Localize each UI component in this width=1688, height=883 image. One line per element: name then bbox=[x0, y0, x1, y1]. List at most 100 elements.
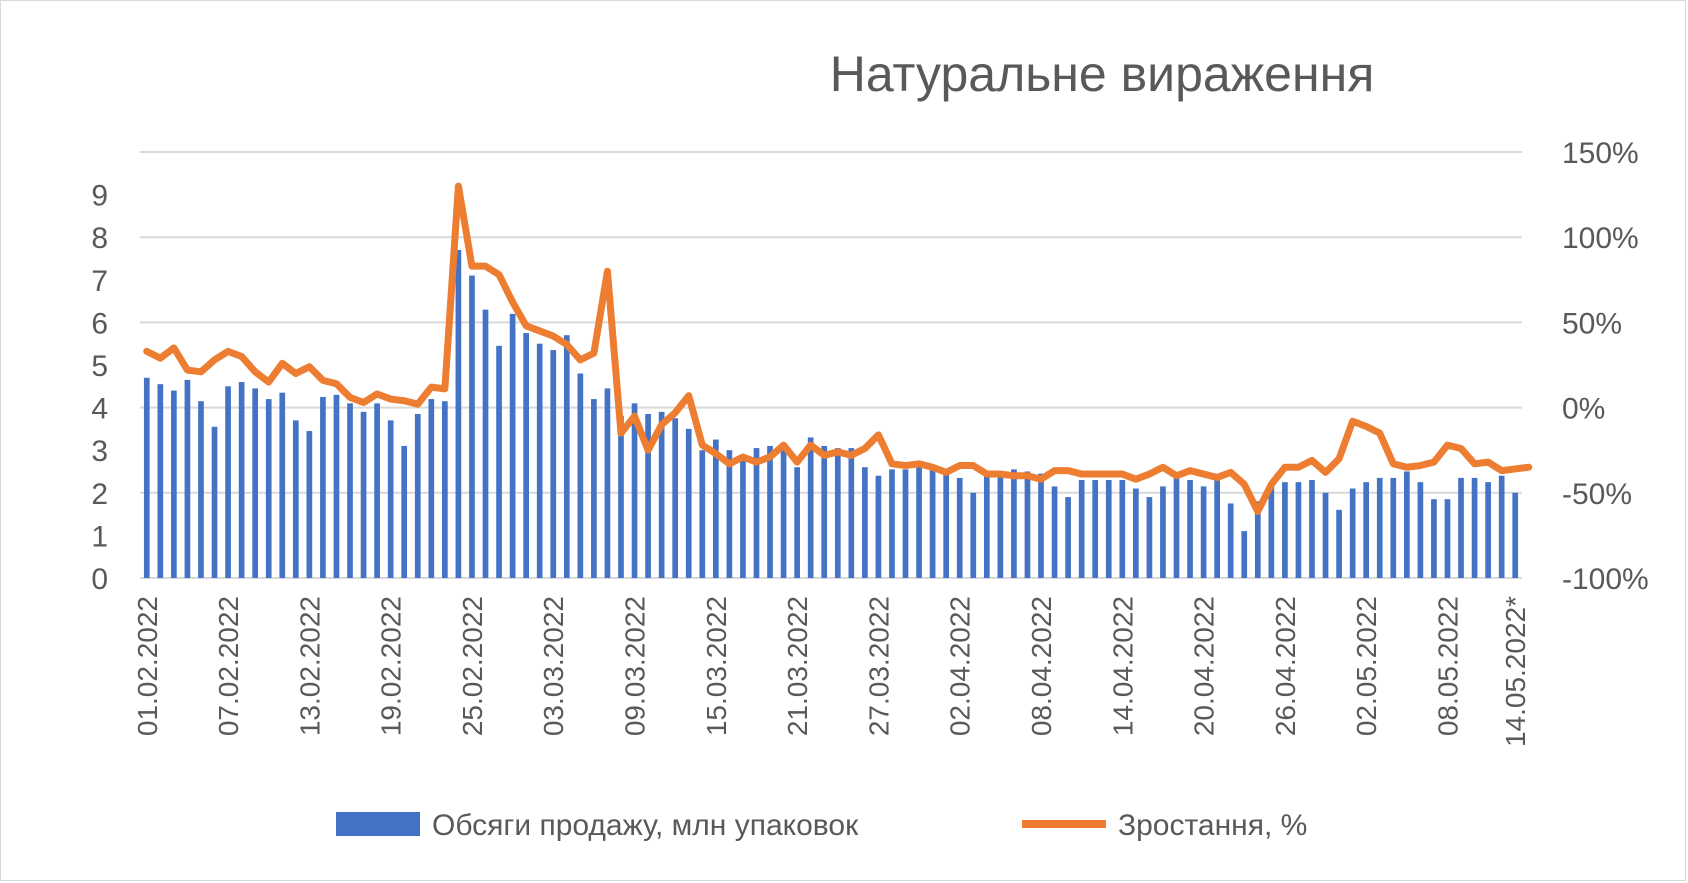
bar bbox=[374, 403, 380, 578]
x-axis-ticks: 01.02.2022 07.02.2022 13.02.2022 19.02.2022… bbox=[132, 596, 1531, 747]
bar bbox=[1268, 482, 1275, 578]
bar bbox=[902, 469, 909, 578]
bar bbox=[360, 411, 367, 578]
bar bbox=[469, 275, 475, 578]
legend-label-line: Зростання, % bbox=[1118, 809, 1307, 842]
x-tick-label: 02.05.2022 bbox=[1351, 596, 1382, 736]
bar bbox=[347, 403, 353, 578]
left-tick-label: 7 bbox=[91, 265, 108, 298]
bar bbox=[821, 445, 828, 578]
bar bbox=[834, 448, 841, 578]
x-tick-label: 26.04.2022 bbox=[1270, 596, 1301, 736]
bar bbox=[279, 392, 286, 578]
bar bbox=[1498, 475, 1505, 578]
bar bbox=[198, 401, 204, 578]
bar bbox=[1471, 477, 1478, 578]
bar bbox=[1254, 501, 1261, 578]
x-tick-label: 21.03.2022 bbox=[782, 596, 813, 736]
bar bbox=[1390, 477, 1397, 578]
legend: Обсяги продажу, млн упаковок Зростання, … bbox=[336, 809, 1307, 842]
bar bbox=[726, 450, 733, 578]
left-tick-label: 5 bbox=[91, 350, 108, 383]
growth-line bbox=[143, 182, 1533, 516]
bar bbox=[157, 384, 164, 578]
bar bbox=[1485, 482, 1491, 578]
bar bbox=[1214, 480, 1220, 578]
bar bbox=[455, 249, 462, 579]
bar bbox=[184, 379, 191, 578]
bar bbox=[1403, 471, 1410, 578]
left-tick-label: 0 bbox=[91, 563, 108, 596]
right-tick-label: 0% bbox=[1562, 393, 1605, 426]
bar bbox=[211, 426, 218, 578]
right-tick-label: -50% bbox=[1562, 478, 1632, 511]
bar bbox=[1431, 499, 1437, 578]
bar bbox=[997, 471, 1004, 578]
x-tick-label: 03.03.2022 bbox=[538, 596, 569, 736]
bar bbox=[794, 467, 800, 578]
bar bbox=[983, 471, 990, 578]
bar bbox=[645, 413, 651, 578]
bar bbox=[1295, 482, 1302, 578]
bar bbox=[265, 399, 272, 578]
line-series bbox=[143, 182, 1533, 516]
right-tick-label: 150% bbox=[1562, 137, 1639, 170]
bar bbox=[875, 475, 882, 578]
bar bbox=[970, 492, 977, 578]
x-tick-label: 20.04.2022 bbox=[1189, 596, 1220, 736]
bar bbox=[1241, 531, 1248, 578]
bar bbox=[1512, 492, 1519, 578]
bar bbox=[1051, 486, 1058, 578]
bar bbox=[956, 477, 963, 578]
bar bbox=[1105, 480, 1112, 578]
bar bbox=[1227, 503, 1234, 578]
right-tick-label: -100% bbox=[1562, 563, 1649, 596]
bar bbox=[387, 420, 394, 578]
bar bbox=[1173, 477, 1180, 578]
bar bbox=[1038, 473, 1044, 578]
bar bbox=[1011, 469, 1017, 578]
bar bbox=[658, 411, 665, 578]
bar bbox=[740, 458, 746, 578]
bar bbox=[1322, 492, 1329, 578]
bar bbox=[631, 403, 638, 578]
bar bbox=[1349, 488, 1356, 578]
right-axis-ticks: -100% -50% 0% 50% 100% 150% bbox=[1562, 137, 1649, 596]
bar bbox=[225, 386, 231, 578]
bar bbox=[780, 450, 787, 578]
bar bbox=[1363, 482, 1370, 578]
x-tick-label: 25.02.2022 bbox=[457, 596, 488, 736]
bar-series bbox=[143, 249, 1519, 579]
left-tick-label: 4 bbox=[91, 393, 108, 426]
bar bbox=[807, 437, 814, 578]
left-axis-ticks: 0 1 2 3 4 5 6 7 8 9 bbox=[91, 180, 108, 596]
bar bbox=[1444, 499, 1451, 578]
left-tick-label: 9 bbox=[91, 180, 108, 213]
bar bbox=[767, 445, 773, 578]
bar bbox=[618, 416, 624, 578]
right-tick-label: 50% bbox=[1562, 307, 1622, 340]
x-tick-label: 02.04.2022 bbox=[945, 596, 976, 736]
bar bbox=[1065, 497, 1071, 578]
bar bbox=[699, 450, 706, 578]
bar bbox=[1458, 477, 1464, 578]
bar bbox=[1309, 480, 1315, 578]
x-tick-label: 08.05.2022 bbox=[1432, 596, 1463, 736]
bar bbox=[523, 333, 529, 578]
bar bbox=[862, 467, 868, 578]
bar bbox=[1146, 497, 1153, 578]
bar bbox=[1092, 480, 1099, 578]
bar bbox=[333, 394, 340, 578]
bar bbox=[550, 350, 557, 578]
bar bbox=[536, 343, 543, 578]
bar bbox=[1133, 488, 1139, 578]
bar bbox=[238, 382, 245, 578]
x-tick-label: 14.04.2022 bbox=[1107, 596, 1138, 736]
gridlines bbox=[140, 151, 1522, 579]
left-tick-label: 3 bbox=[91, 435, 108, 468]
bar bbox=[1336, 509, 1342, 578]
bar bbox=[943, 473, 950, 578]
bar bbox=[401, 445, 408, 578]
